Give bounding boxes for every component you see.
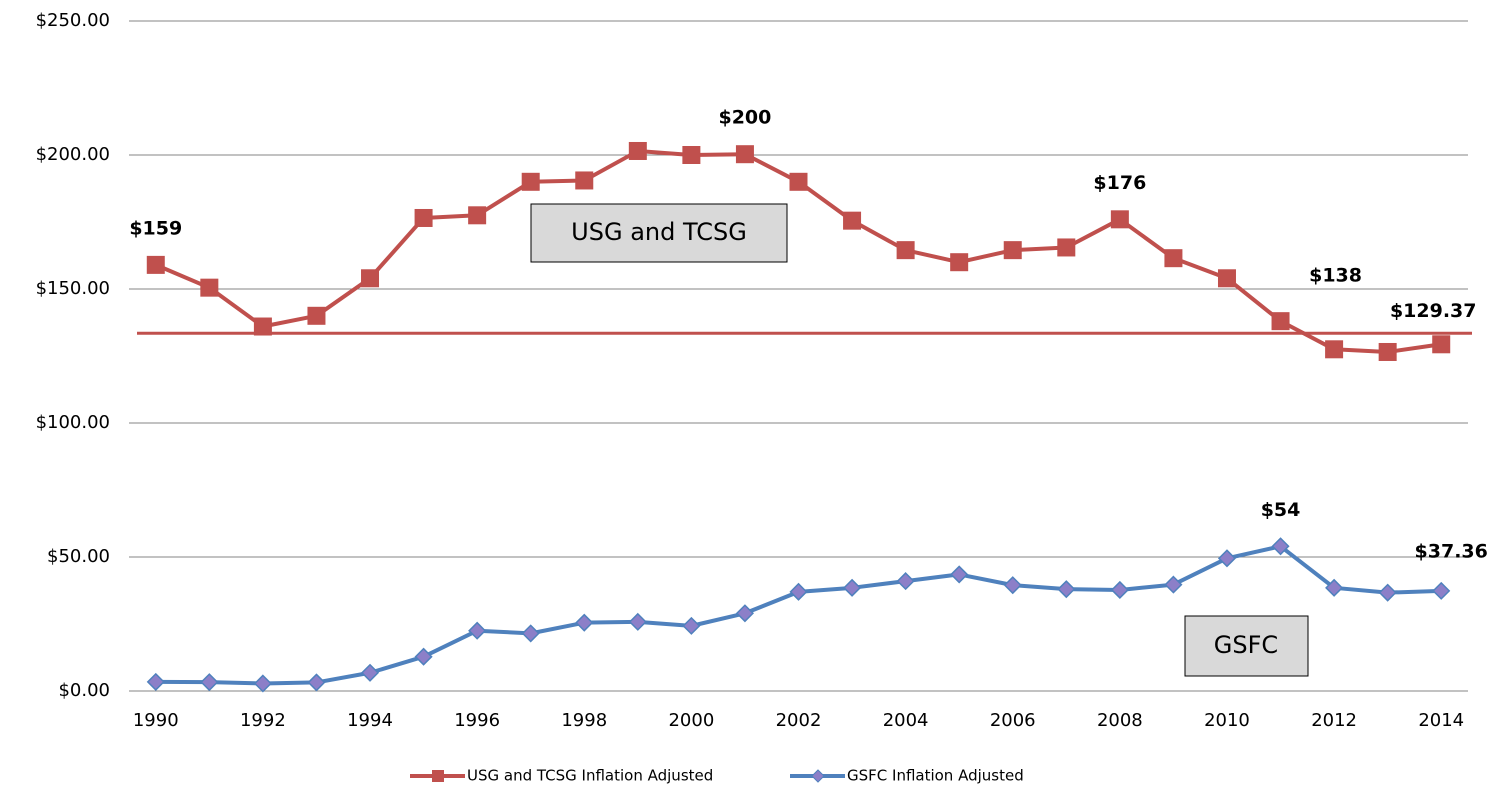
x-tick-label: 2014: [1418, 710, 1464, 731]
data-point: [575, 171, 594, 190]
data-point: [1432, 335, 1451, 354]
x-tick-label: 2002: [776, 710, 822, 731]
data-point: [950, 565, 969, 584]
x-tick-label: 1996: [454, 710, 500, 731]
legend-marker: [811, 769, 825, 783]
data-point: [682, 616, 701, 635]
data-point: [1003, 241, 1022, 260]
x-tick-label: 1998: [561, 710, 607, 731]
data-point: [1164, 575, 1183, 594]
data-point: [1325, 340, 1344, 359]
data-point: [682, 146, 701, 164]
data-point: [789, 582, 808, 601]
x-tick-label: 2012: [1311, 710, 1357, 731]
y-tick-label: $50.00: [47, 546, 110, 567]
data-point: [468, 206, 487, 225]
x-tick-label: 1992: [240, 710, 286, 731]
data-point: [1271, 312, 1290, 331]
data-point: [1271, 537, 1290, 556]
data-point: [200, 278, 219, 297]
data-point: [896, 572, 915, 591]
data-label: $129.37: [1390, 300, 1477, 322]
data-point: [1003, 576, 1022, 595]
data-point: [361, 269, 380, 288]
x-tick-label: 2010: [1204, 710, 1250, 731]
x-tick-label: 1990: [133, 710, 179, 731]
data-point: [842, 578, 862, 597]
data-label: $176: [1093, 172, 1146, 194]
y-tick-label: $200.00: [36, 144, 110, 165]
data-point: [1057, 580, 1076, 599]
data-point: [253, 674, 272, 693]
annotation-box: [530, 203, 788, 263]
data-point: [146, 672, 165, 691]
data-point: [414, 208, 433, 227]
data-point: [950, 253, 969, 272]
legend-label: GSFC Inflation Adjusted: [847, 767, 1024, 785]
data-point: [200, 673, 219, 692]
data-point: [1325, 578, 1344, 597]
x-tick-label: 1994: [347, 710, 393, 731]
data-point: [1217, 549, 1237, 568]
y-tick-label: $0.00: [58, 680, 110, 701]
annotation: USG and TCSG: [571, 218, 747, 246]
y-tick-label: $150.00: [36, 278, 110, 299]
data-point: [146, 255, 165, 274]
annotation-box: [1184, 615, 1309, 677]
x-tick-label: 2004: [883, 710, 929, 731]
data-point: [843, 211, 862, 230]
legend-label: USG and TCSG Inflation Adjusted: [467, 767, 713, 785]
y-tick-label: $250.00: [36, 10, 110, 31]
x-tick-label: 2000: [668, 710, 714, 731]
y-tick-label: $100.00: [36, 412, 110, 433]
data-point: [896, 241, 915, 260]
data-point: [575, 613, 594, 632]
data-point: [521, 172, 540, 191]
data-point: [468, 621, 487, 640]
data-point: [1057, 238, 1076, 257]
data-point: [307, 673, 326, 692]
data-label: $138: [1309, 265, 1362, 287]
data-point: [521, 624, 540, 643]
x-tick-label: 2008: [1097, 710, 1143, 731]
data-point: [735, 604, 755, 623]
data-point: [1217, 269, 1236, 288]
data-point: [253, 317, 272, 336]
data-point: [414, 647, 433, 666]
data-point: [1110, 210, 1129, 229]
data-point: [1378, 583, 1397, 602]
data-point: [1378, 342, 1397, 361]
data-label: $54: [1261, 499, 1301, 521]
data-point: [1164, 249, 1183, 268]
data-point: [1432, 581, 1451, 600]
data-label: $159: [129, 217, 182, 239]
data-point: [307, 306, 326, 325]
data-point: [735, 145, 754, 164]
data-point: [360, 663, 380, 682]
x-tick-label: 2006: [990, 710, 1036, 731]
annotation: GSFC: [1214, 631, 1278, 659]
data-label: $200: [718, 107, 771, 129]
data-point: [1110, 580, 1129, 600]
data-label: $37.36: [1415, 540, 1488, 562]
data-point: [789, 172, 808, 191]
data-point: [628, 141, 647, 160]
legend-marker: [432, 770, 444, 782]
data-point: [628, 612, 647, 631]
